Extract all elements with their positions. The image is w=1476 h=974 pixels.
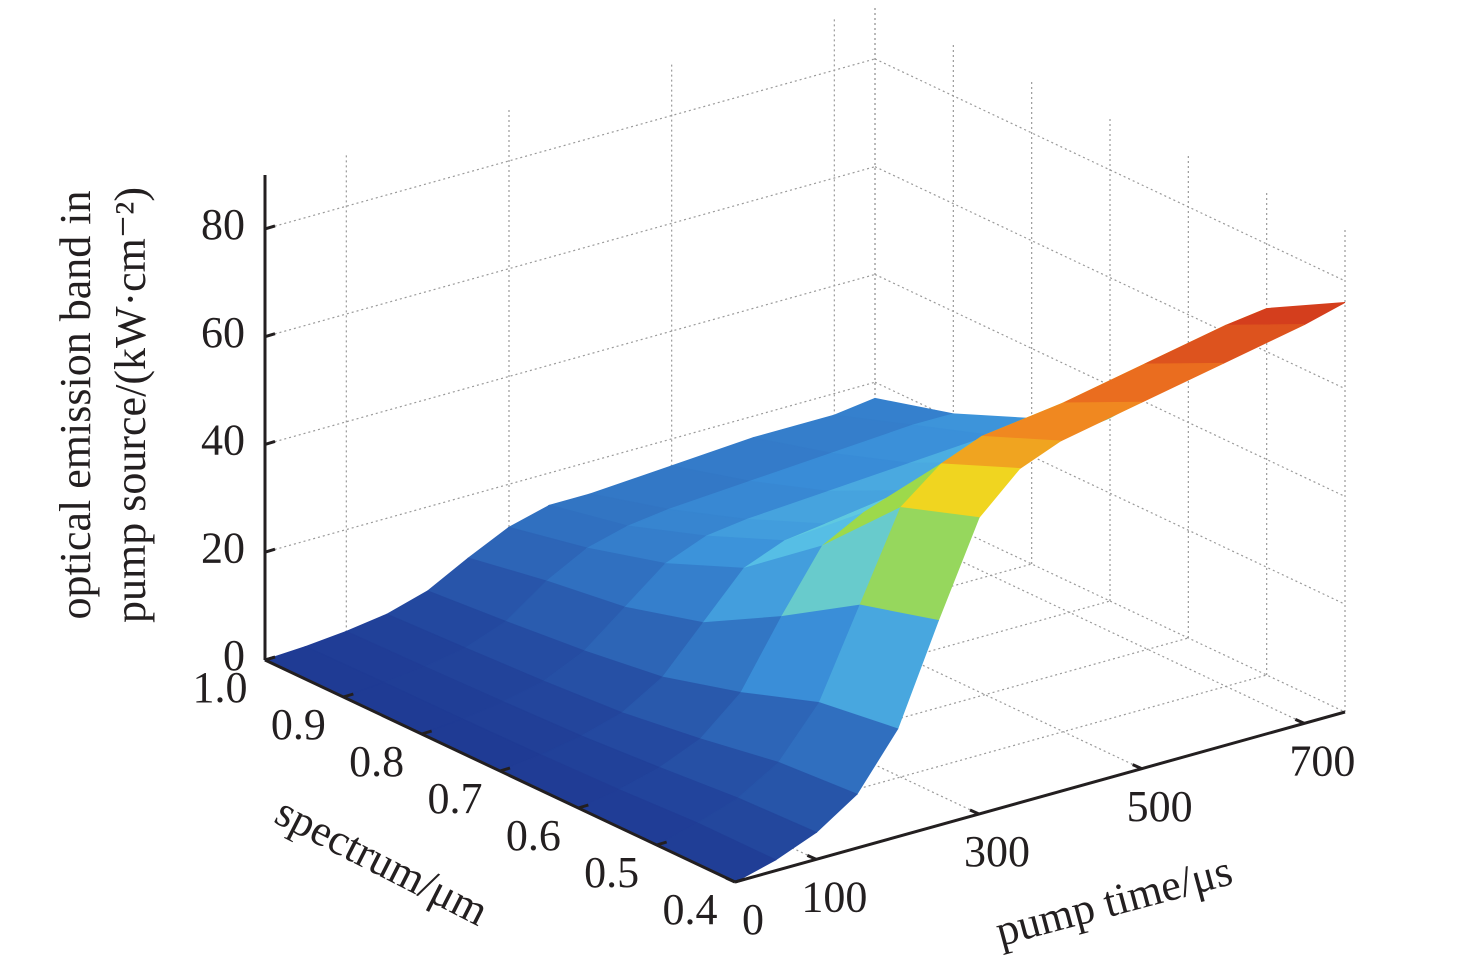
tick-mark [499,766,511,773]
y-tick-label: 0.7 [428,774,483,823]
tick-mark [421,729,433,736]
y-tick-label: 0.8 [349,737,404,786]
z-tick-label: 40 [201,416,245,465]
x-tick-label: 300 [964,827,1030,876]
grid-line [671,546,1142,770]
x-tick-label: 100 [801,872,867,921]
x-axis [734,710,1346,884]
tick-mark [264,655,276,662]
z-tick-label: 0 [223,631,245,680]
tick-mark [656,840,668,847]
z-tick-label: 20 [201,523,245,572]
y-tick-label: 0.5 [584,848,639,897]
y-tick-label: 0.4 [663,885,718,934]
z-axis-title: pump source/(kW·cm⁻²) [106,187,155,623]
tick-mark [342,692,354,699]
tick-mark [969,808,980,816]
tick-mark [264,547,276,554]
y-tick-label: 0.6 [506,811,561,860]
tick-mark [1294,717,1305,725]
tick-mark [264,224,276,231]
grid-line [508,591,980,815]
tick-mark [725,876,736,884]
axes: 0 20 40 60 80 1.0 0.9 0.8 0.7 0.6 0.5 0.4 0 100 300 500… [193,175,1355,944]
tick-mark [264,440,276,446]
surface-patch [1144,324,1305,365]
grid-line [264,381,876,553]
tick-mark [806,853,817,861]
tick-mark [734,877,746,884]
z-tick-label: 60 [201,308,245,357]
surface [263,301,1346,883]
tick-mark [577,803,589,810]
grid-line [264,273,876,446]
tick-mark [264,332,276,339]
grid-line [874,166,1346,390]
tick-mark [1132,763,1143,771]
x-tick-label: 500 [1127,782,1193,831]
x-tick-label: 0 [742,895,764,944]
y-tick-label: 0.9 [271,700,326,749]
x-tick-label: 700 [1289,736,1355,785]
grid-line [264,58,876,230]
z-tick-label: 80 [201,200,245,249]
z-axis-title: optical emission band in [51,191,100,620]
surface-patch [1225,301,1346,326]
y-tick-label: 1.0 [193,663,248,712]
surface-patch [1063,362,1224,404]
grid-line [264,166,876,338]
